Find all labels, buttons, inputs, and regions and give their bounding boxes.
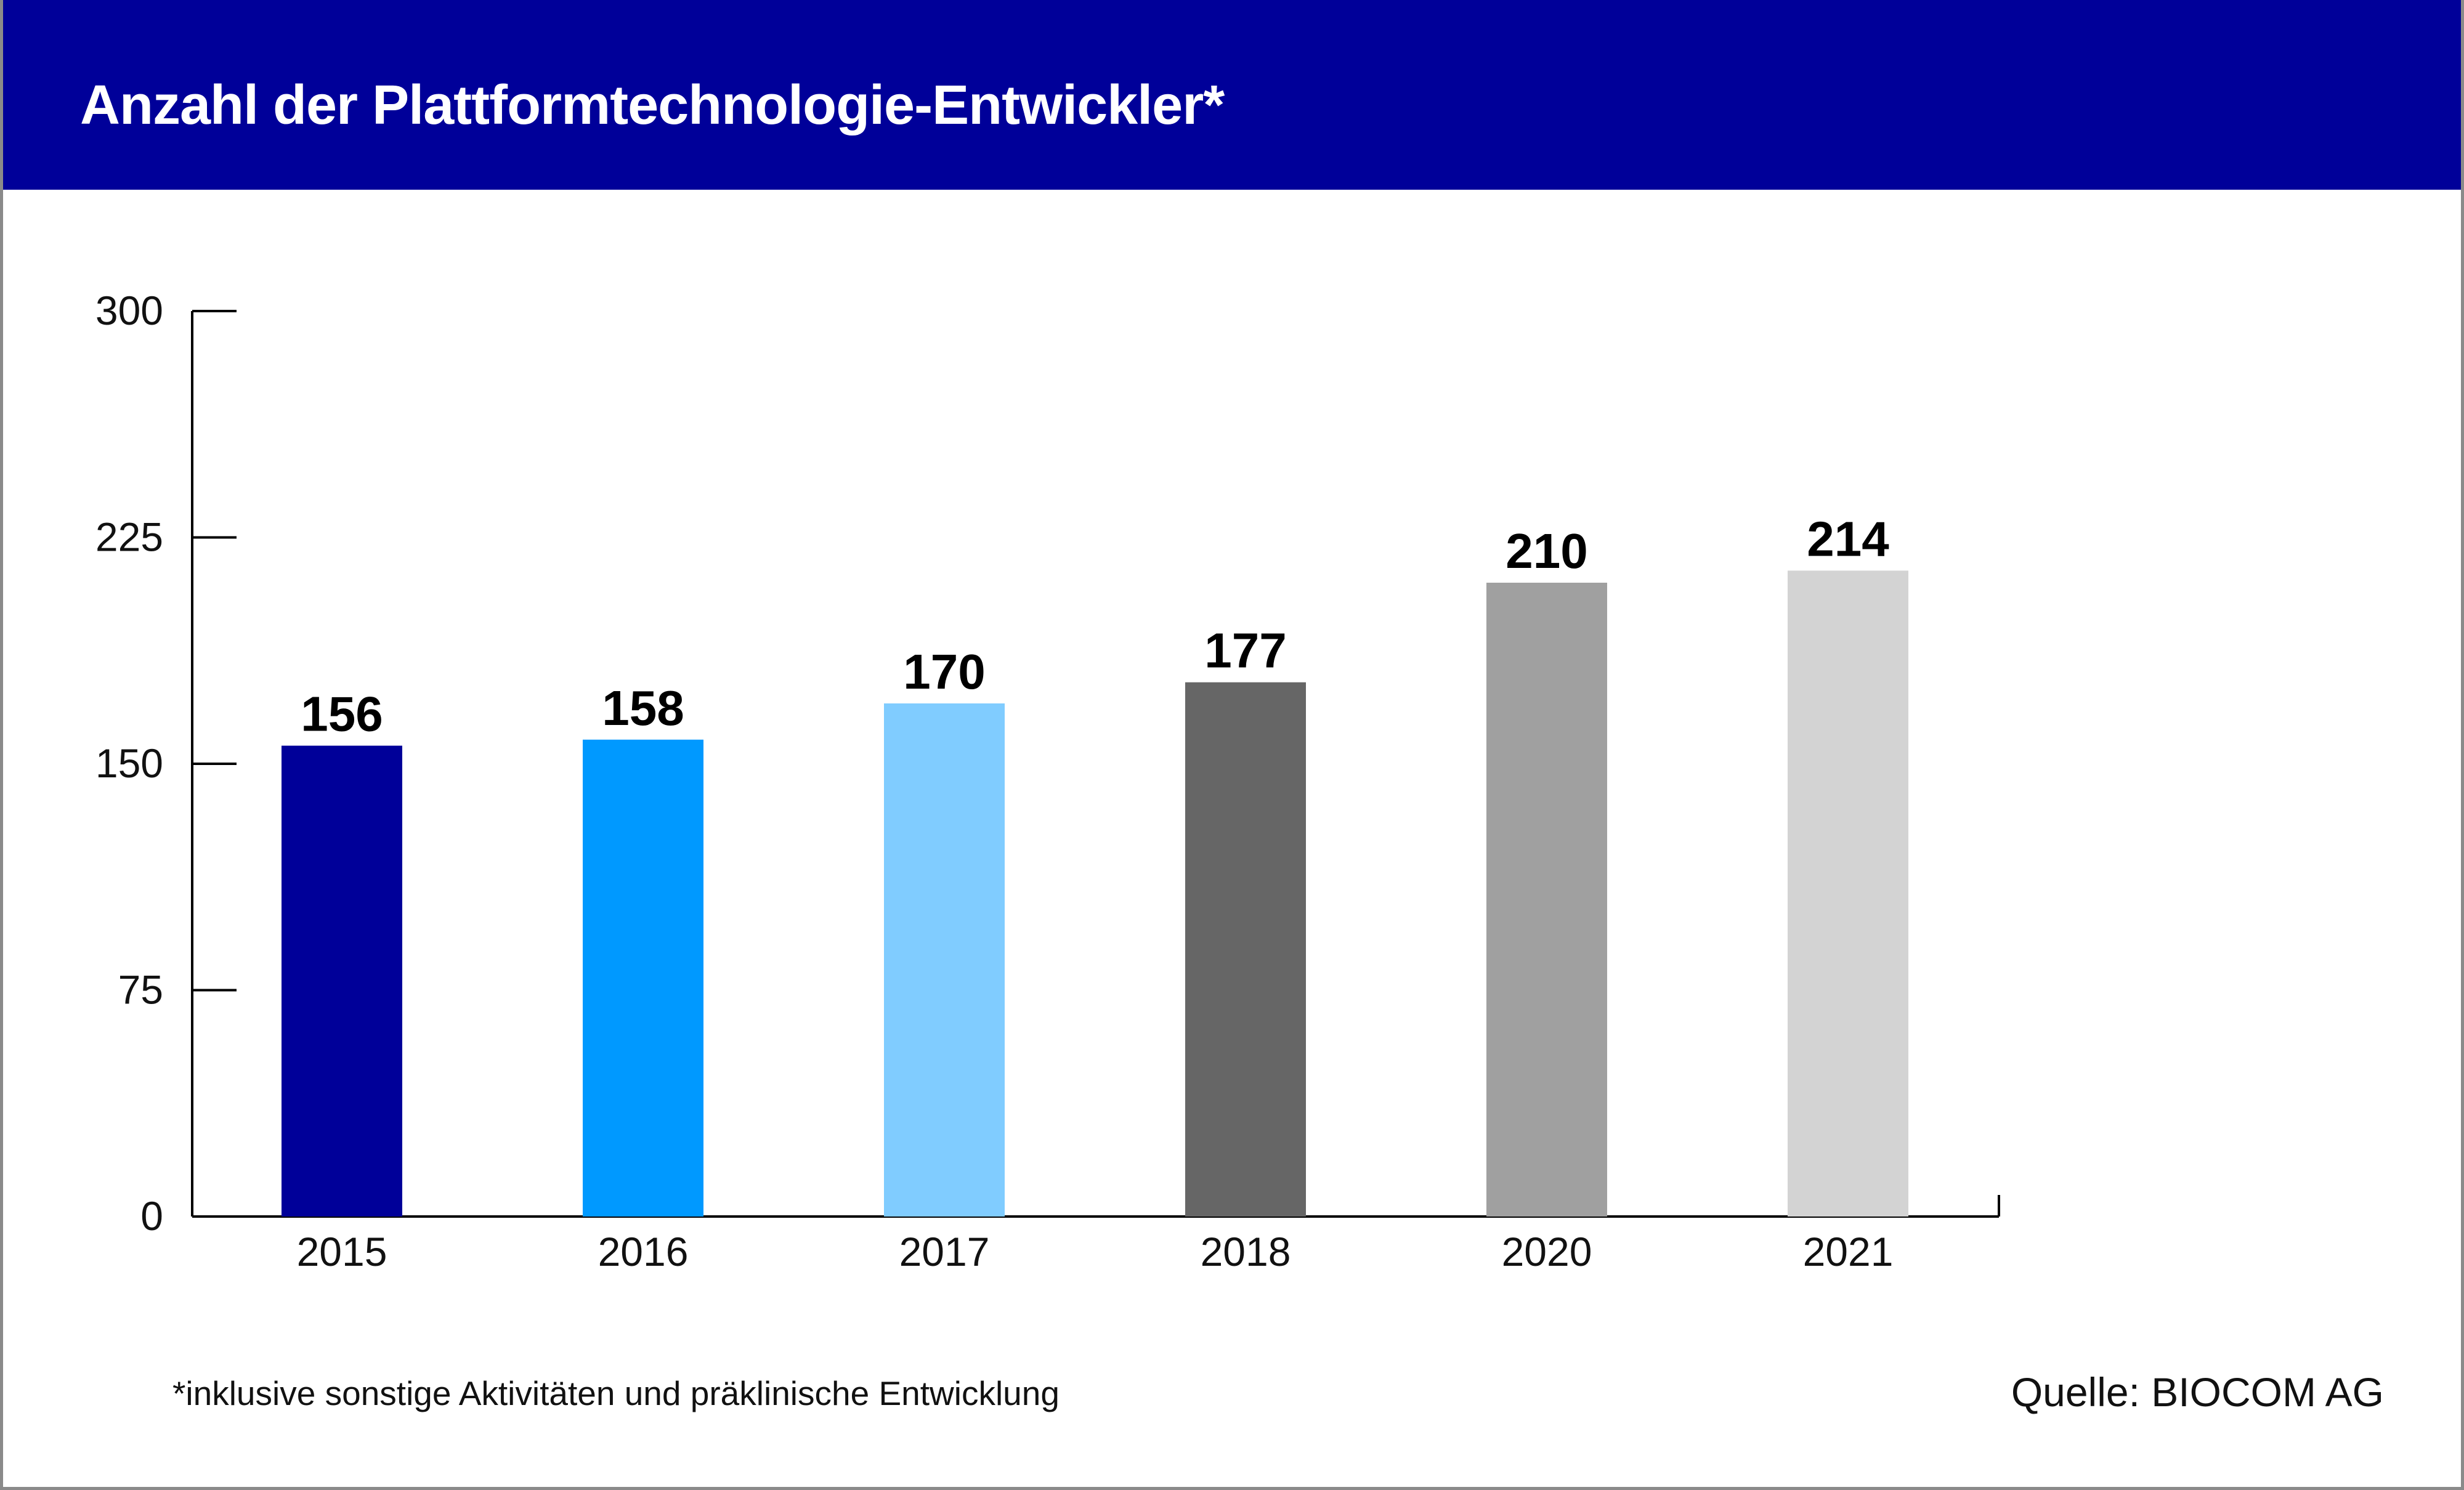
bar-2015 — [282, 745, 402, 1217]
data-label-2020: 210 — [1506, 524, 1587, 578]
bar-2016 — [583, 739, 703, 1217]
data-label-2015: 156 — [301, 687, 383, 742]
data-label-2016: 158 — [602, 681, 684, 735]
chart-header: Anzahl der Plattformtechnologie-Entwickl… — [3, 0, 2461, 190]
y-tick-label: 150 — [95, 740, 163, 786]
y-tick-label: 225 — [95, 514, 163, 560]
y-tick-label: 300 — [95, 288, 163, 333]
y-tick-label: 75 — [118, 967, 163, 1013]
bar-2020 — [1486, 583, 1607, 1217]
x-tick-label-2015: 2015 — [297, 1229, 387, 1274]
bar-2017 — [884, 703, 1005, 1217]
data-label-2017: 170 — [903, 644, 985, 699]
x-tick-label-2021: 2021 — [1803, 1229, 1894, 1274]
data-label-2018: 177 — [1204, 623, 1286, 678]
y-tick-label: 0 — [140, 1193, 163, 1239]
data-label-2021: 214 — [1807, 511, 1889, 566]
footnote: *inklusive sonstige Aktivitäten und präk… — [172, 1374, 1060, 1412]
x-tick-label-2016: 2016 — [598, 1229, 689, 1274]
bar-2021 — [1788, 570, 1908, 1217]
x-tick-label-2018: 2018 — [1201, 1229, 1291, 1274]
x-tick-label-2017: 2017 — [899, 1229, 990, 1274]
chart-title: Anzahl der Plattformtechnologie-Entwickl… — [80, 75, 1225, 136]
source-label: Quelle: BIOCOM AG — [2011, 1369, 2384, 1415]
bar-2018 — [1185, 682, 1306, 1217]
x-tick-label-2020: 2020 — [1502, 1229, 1592, 1274]
